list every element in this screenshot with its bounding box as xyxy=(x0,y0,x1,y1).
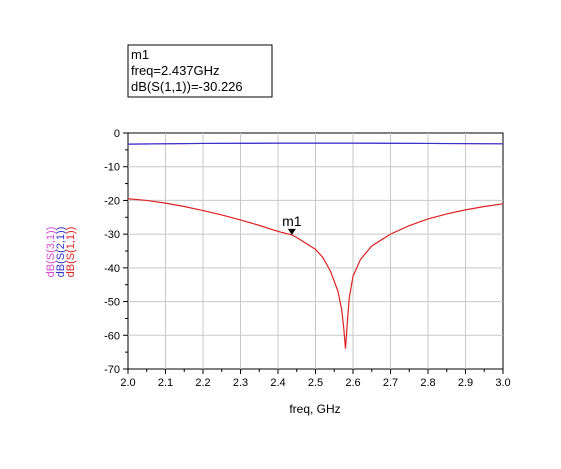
marker-readout-name: m1 xyxy=(131,47,149,62)
x-tick-label: 2.7 xyxy=(383,377,398,389)
y-tick-label: -20 xyxy=(104,195,120,207)
y-tick-label: -50 xyxy=(104,297,120,309)
series-lines xyxy=(127,142,504,349)
marker-readout-box: m1 freq=2.437GHz dB(S(1,1))=-30.226 xyxy=(127,44,273,98)
y-tick-label: -60 xyxy=(104,330,120,342)
marker-m1: m1 xyxy=(282,213,302,235)
x-axis-title: freq, GHz xyxy=(289,402,340,416)
x-tick-label: 3.0 xyxy=(495,377,510,389)
x-tick-label: 2.0 xyxy=(120,377,135,389)
marker-readout-freq: freq=2.437GHz xyxy=(131,63,220,78)
y-axis-labels: dB(S(3,1))dB(S(2,1))dB(S(1,1)) xyxy=(45,227,77,278)
y-tick-label: -10 xyxy=(104,162,120,174)
marker-readout-value: dB(S(1,1))=-30.226 xyxy=(131,79,243,94)
x-tick-label: 2.4 xyxy=(270,377,285,389)
x-tick-label: 2.9 xyxy=(458,377,473,389)
x-tick-label: 2.1 xyxy=(158,377,173,389)
y-tick-label: 0 xyxy=(114,128,120,140)
series-line-db-s-2-1 xyxy=(127,142,504,145)
x-tick-label: 2.6 xyxy=(345,377,360,389)
x-tick-labels: 2.0 2.1 2.2 2.3 2.4 2.5 2.6 2.7 2.8 2.9 3.0 xyxy=(120,377,510,389)
y-tick-label: -40 xyxy=(104,263,120,275)
x-tick-label: 2.2 xyxy=(195,377,210,389)
y-tick-labels: 0 -10 -20 -30 -40 -50 -60 -70 xyxy=(104,128,120,376)
marker-readout-frame xyxy=(127,44,273,98)
tick-marks xyxy=(123,132,504,374)
y-axis-label: dB(S(3,1)) xyxy=(45,227,57,278)
y-axis-label: dB(S(2,1)) xyxy=(55,227,67,278)
y-axis-label: dB(S(1,1)) xyxy=(65,227,77,278)
x-tick-label: 2.5 xyxy=(308,377,323,389)
y-tick-label: -70 xyxy=(104,364,120,376)
marker-m1-triangle xyxy=(287,228,296,235)
grid-lines xyxy=(128,133,503,369)
marker-m1-label: m1 xyxy=(282,213,302,229)
y-tick-label: -30 xyxy=(104,229,120,241)
plot-area: 2.0 2.1 2.2 2.3 2.4 2.5 2.6 2.7 2.8 2.9 3.0 0 -10 -2… xyxy=(104,128,511,389)
x-tick-label: 2.3 xyxy=(233,377,248,389)
series-line-db-s-1-1 xyxy=(127,198,504,349)
x-tick-label: 2.8 xyxy=(420,377,435,389)
